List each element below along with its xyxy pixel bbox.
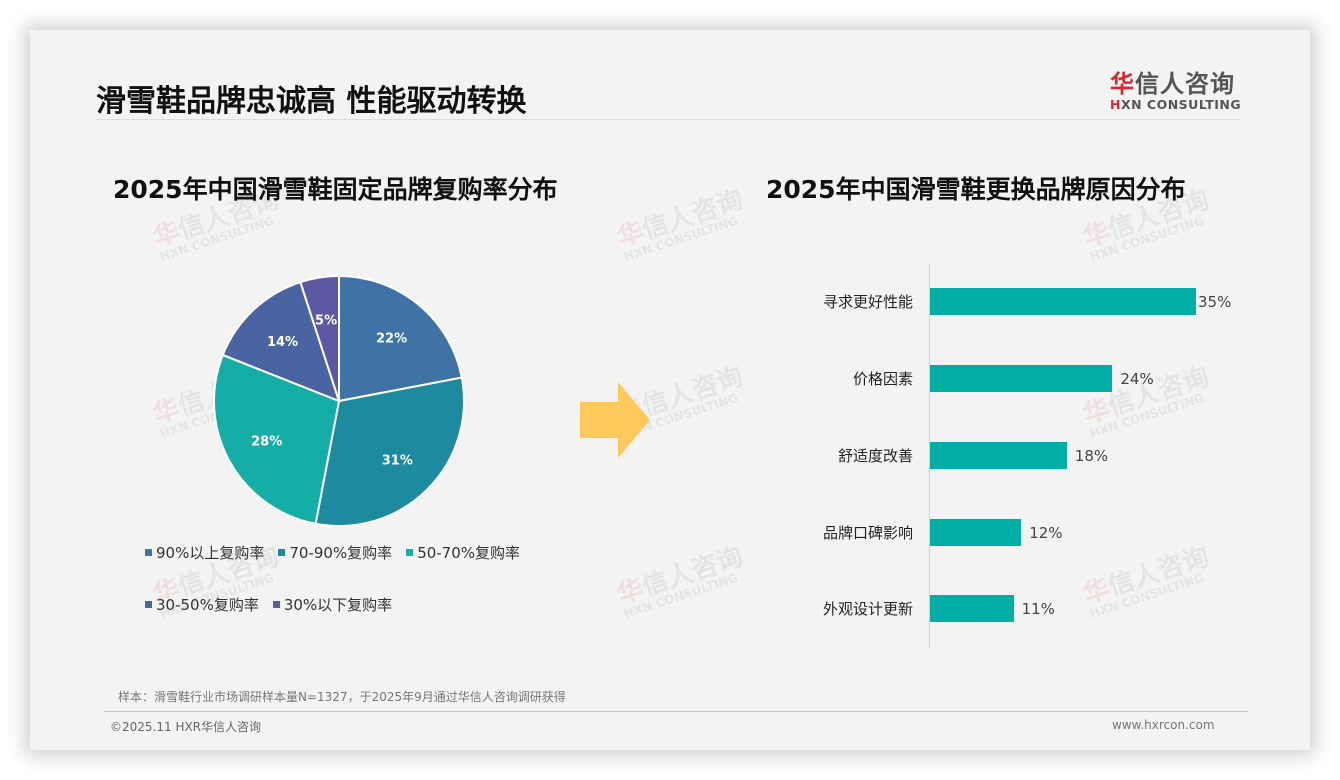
pie-slice-label: 31% [382,453,413,468]
sample-footnote: 样本：滑雪鞋行业市场调研样本量N=1327，于2025年9月通过华信人咨询调研获… [118,690,566,704]
right-arrow-icon [580,382,650,458]
bar-category-label: 品牌口碑影响 [822,524,913,542]
bar-category-label: 舒适度改善 [837,447,913,465]
bar-chart-axis [929,264,930,648]
legend-swatch [278,549,286,556]
bar-value-label: 18% [1074,447,1109,465]
pie-legend: 90%以上复购率 70-90%复购率 50-70%复购率 30-50%复购率 30%以下… [145,542,565,646]
bar-chart-title: 2025年中国滑雪鞋更换品牌原因分布 [766,175,1186,204]
pie-slice [314,376,465,527]
legend-label: 30-50%复购率 [156,596,259,614]
bar-row: 寻求更好性能 35% [30,288,1310,316]
bar-row: 外观设计更新 11% [30,595,1310,623]
logo-english: HXN CONSULTING [1110,97,1242,112]
pie-slice-label: 28% [251,435,282,450]
page-title: 滑雪鞋品牌忠诚高 性能驱动转换 [96,84,527,119]
slide: 滑雪鞋品牌忠诚高 性能驱动转换 华信人咨询 HXN CONSULTING 华信人… [30,30,1310,750]
logo-chinese: 华信人咨询 [1110,70,1235,98]
legend-item: 70-90%复购率 [278,542,392,563]
bar [930,519,1022,546]
legend-item: 30-50%复购率 [145,594,259,615]
bar [930,442,1067,469]
title-divider [96,119,1240,120]
copyright-text: ©2025.11 HXR华信人咨询 [110,720,262,734]
website-link[interactable]: www.hxrcon.com [1112,718,1215,732]
bar-category-label: 外观设计更新 [822,600,913,618]
company-logo: 华信人咨询 HXN CONSULTING [1110,64,1245,112]
pie-slice [299,274,340,402]
legend-row: 90%以上复购率 70-90%复购率 50-70%复购率 [145,542,565,594]
pie-slice [338,274,463,403]
legend-swatch [272,601,280,608]
pie-slice-label: 5% [315,314,337,329]
legend-swatch [145,601,152,608]
legend-swatch [145,549,152,556]
legend-row: 30-50%复购率 30%以下复购率 [145,594,565,646]
pie-slice [213,353,341,525]
legend-label: 70-90%复购率 [289,544,393,562]
bar-row: 品牌口碑影响 12% [30,519,1310,547]
bar-category-label: 价格因素 [852,370,913,388]
bar-row: 价格因素 24% [30,365,1310,393]
legend-item: 30%以下复购率 [272,594,393,615]
bar-value-label: 35% [1198,293,1232,311]
legend-label: 30%以下复购率 [283,596,393,614]
pie-chart-title: 2025年中国滑雪鞋固定品牌复购率分布 [113,175,558,204]
bar [930,288,1196,315]
legend-item: 50-70%复购率 [406,542,520,563]
legend-label: 50-70%复购率 [417,544,521,562]
pie-slice-label: 14% [267,335,298,350]
pie-slice-label: 22% [376,331,407,346]
bar [930,365,1113,392]
bar-value-label: 24% [1120,370,1154,388]
legend-item: 90%以上复购率 [145,542,264,563]
pie-chart: 22% 31% 28% 14% 5% [213,274,465,527]
bar-row: 舒适度改善 18% [30,442,1310,470]
bar [930,595,1014,622]
legend-swatch [406,549,414,556]
bar-value-label: 11% [1021,600,1055,618]
bar-value-label: 12% [1029,524,1063,542]
bar-category-label: 寻求更好性能 [822,293,913,311]
legend-label: 90%以上复购率 [156,544,265,562]
footer-divider [104,711,1248,712]
